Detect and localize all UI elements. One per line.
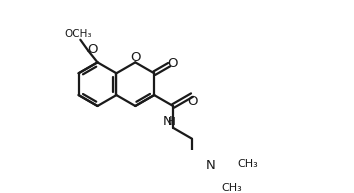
Text: OCH₃: OCH₃ xyxy=(64,29,92,39)
Text: CH₃: CH₃ xyxy=(222,184,242,193)
Text: N: N xyxy=(163,115,172,128)
Text: CH₃: CH₃ xyxy=(238,159,259,169)
Text: O: O xyxy=(168,57,178,70)
Text: N: N xyxy=(206,159,216,172)
Text: O: O xyxy=(188,95,198,108)
Text: O: O xyxy=(87,43,97,56)
Text: H: H xyxy=(169,117,176,127)
Text: O: O xyxy=(130,51,141,64)
